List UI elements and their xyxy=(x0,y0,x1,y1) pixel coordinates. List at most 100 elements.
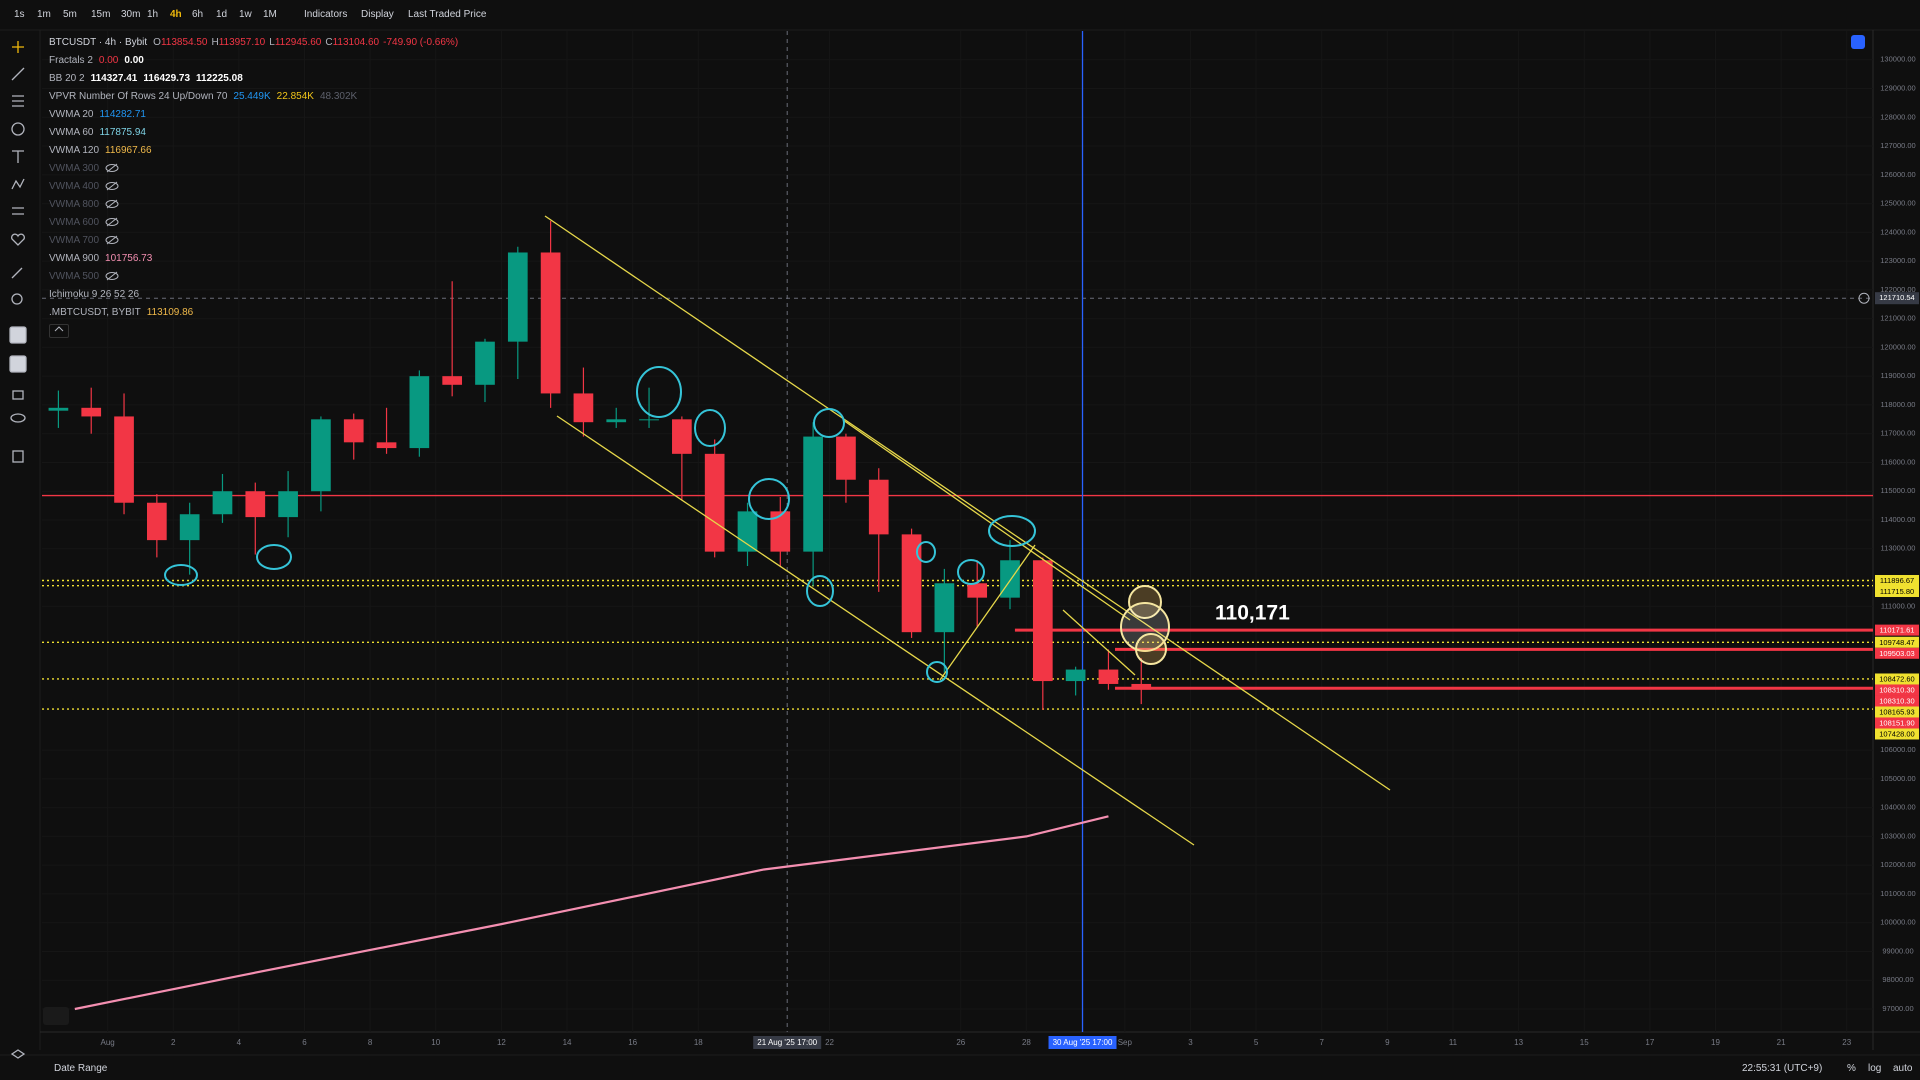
interval-button[interactable]: 1w xyxy=(239,9,252,20)
ohlc-label: C xyxy=(325,37,333,48)
x-tick-label: Aug xyxy=(101,1038,115,1047)
indicator-name[interactable]: VWMA 800 xyxy=(49,199,100,210)
indicator-name[interactable]: VWMA 60 xyxy=(49,127,94,138)
candle-body xyxy=(573,393,594,423)
menu-button[interactable]: Indicators xyxy=(304,9,348,20)
indicator-name[interactable]: .MBTCUSDT, BYBIT xyxy=(49,307,141,318)
interval-button[interactable]: 6h xyxy=(192,9,204,20)
collapse-button[interactable] xyxy=(49,324,69,338)
toolbar: 1s 1m 5m 15m 30m 1h 4h 6h 1d 1w 1M Indicators Displa… xyxy=(0,0,1920,30)
indicator-name[interactable]: VWMA 400 xyxy=(49,181,100,192)
interval-button[interactable]: 1s xyxy=(14,9,25,20)
indicator-name[interactable]: VWMA 700 xyxy=(49,235,100,246)
interval-button[interactable]: 1m xyxy=(37,9,51,20)
x-tick-label: 15 xyxy=(1580,1038,1589,1047)
icon-lock-draw[interactable] xyxy=(9,355,27,373)
interval-button[interactable]: 1d xyxy=(216,9,228,20)
indicator-value: 117875.94 xyxy=(99,127,146,138)
candle-body xyxy=(1032,560,1053,682)
indicator-name[interactable]: Ichimoku 9 26 52 26 xyxy=(49,289,140,300)
candle-body xyxy=(770,511,791,552)
y-tick-label: 111000.00 xyxy=(1881,601,1915,610)
interval-button[interactable]: 15m xyxy=(91,9,111,20)
y-tick-label: 117000.00 xyxy=(1881,429,1916,438)
legend-row: Fractals 2 0.00 0.00 xyxy=(49,52,464,70)
sync-button[interactable] xyxy=(1851,35,1865,49)
circle xyxy=(916,541,936,563)
hidden-icon[interactable] xyxy=(105,271,119,281)
price-label-box xyxy=(1875,624,1919,636)
icon-zoom[interactable] xyxy=(11,293,23,305)
price-label-box xyxy=(1875,684,1919,696)
interval-button[interactable]: 1M xyxy=(263,9,277,20)
eye xyxy=(105,272,119,281)
y-tick-label: 104000.00 xyxy=(1880,803,1915,812)
legend-row: VWMA 700 xyxy=(49,232,464,250)
candle-body xyxy=(376,442,397,449)
indicator-name[interactable]: VPVR Number Of Rows 24 Up/Down 70 xyxy=(49,91,228,102)
hidden-icon[interactable] xyxy=(105,199,119,209)
interval-button[interactable]: 30m xyxy=(121,9,141,20)
y-tick-label: 115000.00 xyxy=(1881,486,1916,495)
interval-button[interactable]: 1h xyxy=(147,9,159,20)
hidden-icon[interactable] xyxy=(105,181,119,191)
eye xyxy=(105,236,119,245)
scale-button[interactable]: % xyxy=(1847,1063,1856,1074)
eye-slash xyxy=(106,199,118,209)
indicator-name[interactable]: Fractals 2 xyxy=(49,55,93,66)
crosshair-target xyxy=(1858,292,1870,304)
icon-trend[interactable] xyxy=(11,67,25,81)
icon-favorites[interactable] xyxy=(11,233,25,246)
interval-button[interactable]: 5m xyxy=(63,9,77,20)
candle-body xyxy=(868,479,889,535)
legend-row: Ichimoku 9 26 52 26 xyxy=(49,286,464,304)
icon-ruler[interactable] xyxy=(11,267,23,279)
marker-time-box xyxy=(1048,1036,1117,1049)
x-tick-label: 5 xyxy=(1254,1038,1259,1047)
x-tick-label: 21 xyxy=(1777,1038,1786,1047)
icon-fib[interactable] xyxy=(12,95,24,107)
icon-magnet[interactable] xyxy=(9,326,27,344)
scale-button[interactable]: log xyxy=(1868,1063,1882,1074)
icon-layers[interactable] xyxy=(10,1049,26,1059)
y-tick-label: 119000.00 xyxy=(1881,371,1916,380)
icon-text[interactable] xyxy=(12,150,24,163)
indicator-name[interactable]: VWMA 900 xyxy=(49,253,100,264)
x-tick-label: 13 xyxy=(1514,1038,1523,1047)
indicator-name[interactable]: VWMA 120 xyxy=(49,145,100,156)
indicator-name[interactable]: VWMA 600 xyxy=(49,217,100,228)
icon-crosshair[interactable] xyxy=(12,41,24,53)
icon-visibility[interactable] xyxy=(10,413,26,423)
legend-row: BB 20 2 114327.41 116429.73 112225.08 xyxy=(49,70,464,88)
legend-row: VWMA 400 xyxy=(49,178,464,196)
icon-forecast[interactable] xyxy=(12,207,24,215)
candle-body xyxy=(212,491,233,515)
date-range-button[interactable]: Date Range xyxy=(54,1063,108,1074)
legend-row: VWMA 800 xyxy=(49,196,464,214)
icon-trash[interactable] xyxy=(12,450,24,463)
candle-body xyxy=(409,376,430,449)
ohlc-item: C113104.60 xyxy=(325,37,379,48)
price-label-box xyxy=(1875,647,1919,659)
hidden-icon[interactable] xyxy=(105,235,119,245)
indicator-value: 112225.08 xyxy=(196,73,243,84)
interval-button[interactable]: 4h xyxy=(170,9,182,20)
price-label-box xyxy=(1875,728,1919,740)
hidden-icon[interactable] xyxy=(105,163,119,173)
menu-button[interactable]: Last Traded Price xyxy=(408,9,487,20)
indicator-name[interactable]: VWMA 20 xyxy=(49,109,94,120)
indicator-name[interactable]: VWMA 500 xyxy=(49,271,100,282)
icon-shapes[interactable] xyxy=(11,122,25,136)
indicator-value: 114282.71 xyxy=(99,109,146,120)
hidden-icon[interactable] xyxy=(105,217,119,227)
icon-lock[interactable] xyxy=(12,390,24,400)
indicator-name[interactable]: BB 20 2 xyxy=(49,73,85,84)
price-label-box xyxy=(1875,673,1919,685)
menu-button[interactable]: Display xyxy=(361,9,394,20)
icon-pattern[interactable] xyxy=(11,178,25,190)
eye-slash xyxy=(106,235,118,245)
scale-button[interactable]: auto xyxy=(1893,1063,1913,1074)
ohlc-label: L xyxy=(269,37,275,48)
indicator-name[interactable]: VWMA 300 xyxy=(49,163,100,174)
candle-body xyxy=(901,534,922,633)
